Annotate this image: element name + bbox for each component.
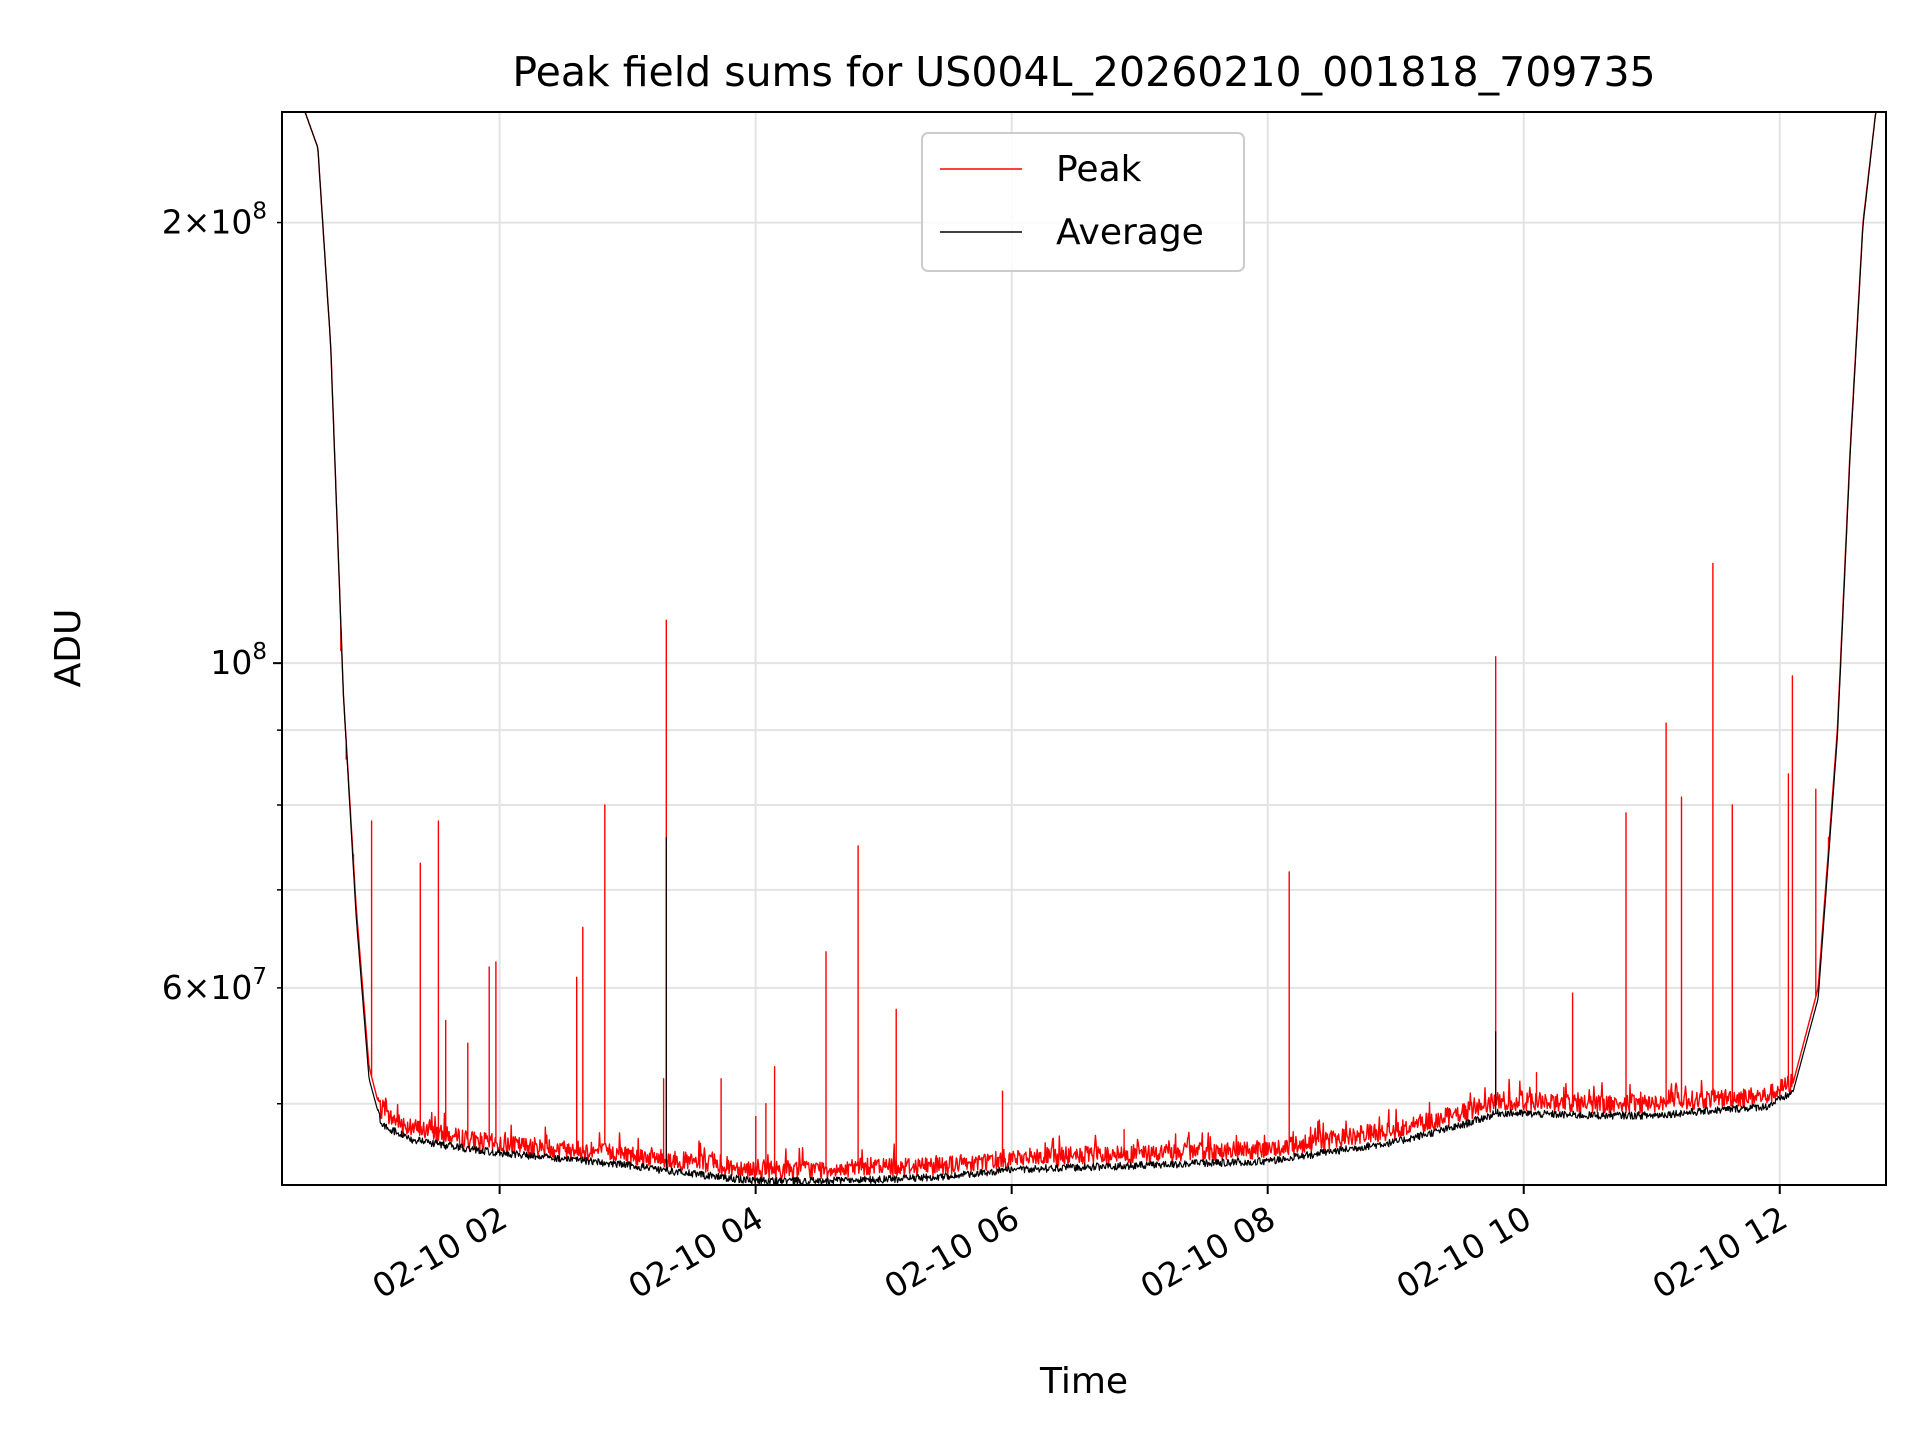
series-layer: [282, 112, 1886, 1185]
y-axis-ticks: 108 2×108 6×107: [162, 199, 282, 1105]
legend-label-peak: Peak: [1056, 149, 1142, 190]
y-minor-tick-label: 6×107: [162, 964, 267, 1007]
y-major-tick-label: 108: [210, 639, 267, 682]
legend: Peak Average: [921, 132, 1245, 272]
y-minor-tick-label: 2×108: [162, 199, 267, 242]
series-line-average: [282, 112, 1886, 1185]
chart-title: Peak field sums for US004L_20260210_0018…: [512, 48, 1655, 96]
legend-box: [921, 132, 1245, 272]
y-axis-label: ADU: [48, 609, 89, 688]
plot-frame: [281, 111, 1887, 1186]
x-axis-label: Time: [1039, 1361, 1128, 1402]
legend-label-average: Average: [1056, 212, 1204, 253]
series-line-peak: [282, 112, 1886, 1180]
